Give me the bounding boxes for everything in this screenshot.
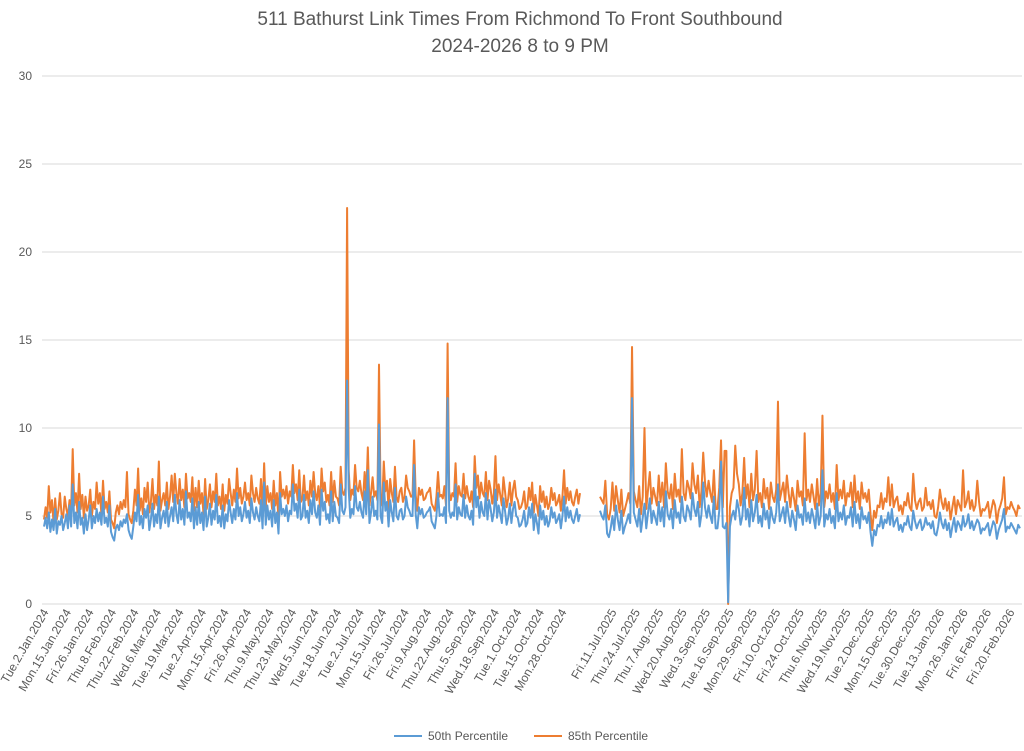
- x-axis-tick-labels: Tue.2.Jan.2024Mon.15.Jan.2024Fri.26.Jan.…: [0, 606, 1018, 696]
- chart-title: 511 Bathurst Link Times From Richmond To…: [257, 9, 782, 57]
- y-tick-label: 5: [25, 509, 32, 523]
- legend-item-50th-percentile: 50th Percentile: [394, 729, 508, 743]
- y-tick-label: 20: [19, 245, 33, 259]
- y-tick-label: 25: [19, 157, 33, 171]
- series-line-85th-percentile-segment-2: [599, 346, 1021, 605]
- legend-item-85th-percentile: 85th Percentile: [534, 729, 648, 743]
- legend-label: 85th Percentile: [568, 729, 648, 743]
- gridlines: [42, 75, 1022, 605]
- legend: 50th Percentile 85th Percentile: [394, 729, 648, 743]
- y-tick-label: 0: [25, 597, 32, 611]
- y-tick-label: 10: [19, 421, 33, 435]
- y-axis-tick-labels: 0 5 10 15 20 25 30: [19, 69, 33, 611]
- chart-title-line-1: 511 Bathurst Link Times From Richmond To…: [257, 9, 782, 30]
- y-tick-label: 30: [19, 69, 33, 83]
- y-tick-label: 15: [19, 333, 33, 347]
- series-line-50th-percentile-segment-2: [599, 397, 1021, 604]
- chart-title-line-2: 2024-2026 8 to 9 PM: [431, 36, 608, 57]
- series-lines: [43, 207, 1021, 605]
- legend-label: 50th Percentile: [428, 729, 508, 743]
- series-line-85th-percentile-segment-1: [43, 207, 581, 530]
- series-line-50th-percentile-segment-1: [43, 379, 581, 542]
